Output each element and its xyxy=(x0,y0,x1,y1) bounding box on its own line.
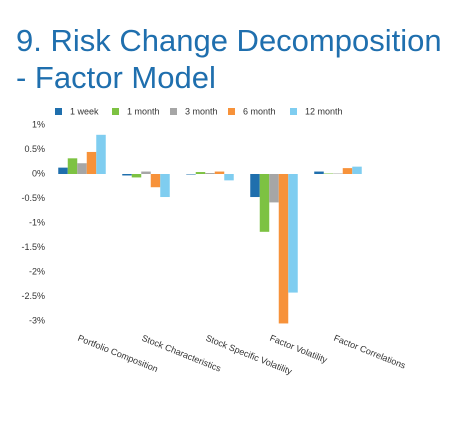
bar xyxy=(122,174,132,176)
bar xyxy=(278,174,289,324)
legend-label: 3 month xyxy=(185,106,218,116)
y-tick-label: -1.5% xyxy=(21,242,45,252)
bar xyxy=(214,171,225,174)
bar xyxy=(288,174,298,293)
legend-swatch xyxy=(55,108,62,115)
legend-label: 12 month xyxy=(305,106,343,116)
legend-swatch xyxy=(112,108,119,115)
bar xyxy=(224,174,234,181)
legend-label: 6 month xyxy=(243,106,276,116)
bar xyxy=(250,174,260,198)
legend-swatch xyxy=(170,108,177,115)
bar xyxy=(269,174,279,203)
bar xyxy=(195,172,206,174)
y-tick-label: -1% xyxy=(29,217,45,227)
bar xyxy=(352,166,362,174)
legend-label: 1 week xyxy=(70,106,99,116)
bar xyxy=(314,171,324,174)
legend-swatch xyxy=(228,108,235,115)
bar xyxy=(342,168,353,174)
bar xyxy=(141,171,151,174)
bar xyxy=(96,134,106,174)
bar xyxy=(205,173,215,174)
bar xyxy=(150,174,161,188)
y-tick-label: 1% xyxy=(32,119,45,129)
y-tick-label: 0.5% xyxy=(24,144,45,154)
y-tick-label: 0% xyxy=(32,168,45,178)
bar xyxy=(131,174,142,178)
chart-title: 9. Risk Change Decomposition - Factor Mo… xyxy=(16,23,442,95)
bar xyxy=(77,163,87,174)
y-tick-label: -3% xyxy=(29,315,45,325)
bar xyxy=(259,174,270,232)
y-tick-label: -0.5% xyxy=(21,193,45,203)
y-tick-label: -2.5% xyxy=(21,291,45,301)
bar xyxy=(86,151,97,174)
bar xyxy=(58,167,68,174)
legend-label: 1 month xyxy=(127,106,160,116)
legend-swatch xyxy=(290,108,297,115)
bar xyxy=(67,158,78,174)
bar xyxy=(160,174,170,198)
y-tick-label: -2% xyxy=(29,266,45,276)
x-tick-label: Factor Correlations xyxy=(332,333,407,371)
